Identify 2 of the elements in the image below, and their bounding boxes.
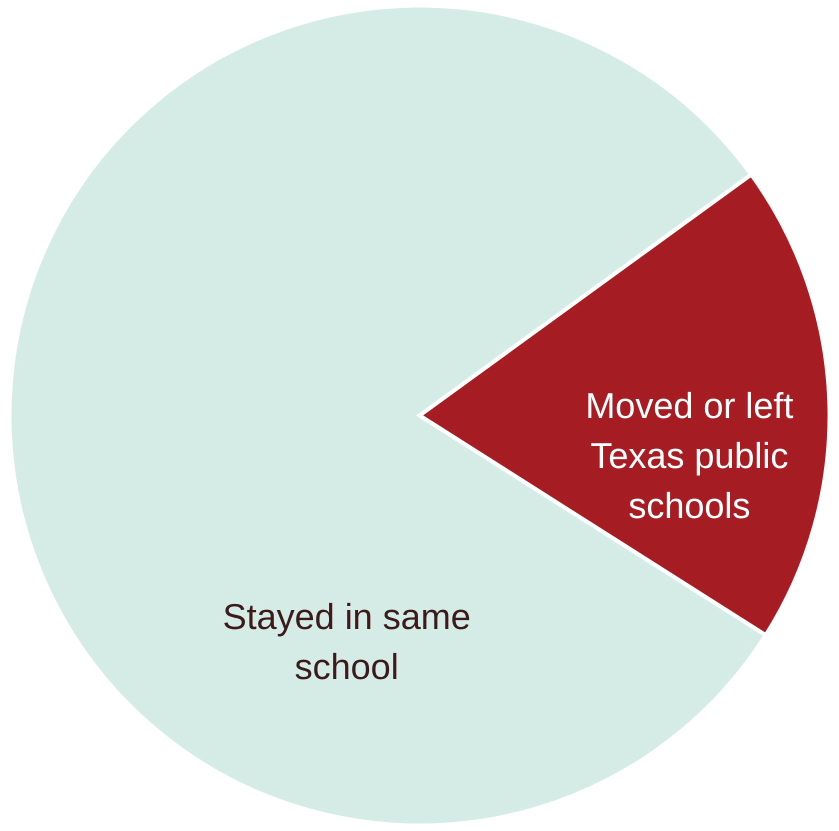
slice-label: Stayed in same school (222, 596, 471, 687)
slice-label: Moved or left Texas public schools (585, 385, 794, 526)
